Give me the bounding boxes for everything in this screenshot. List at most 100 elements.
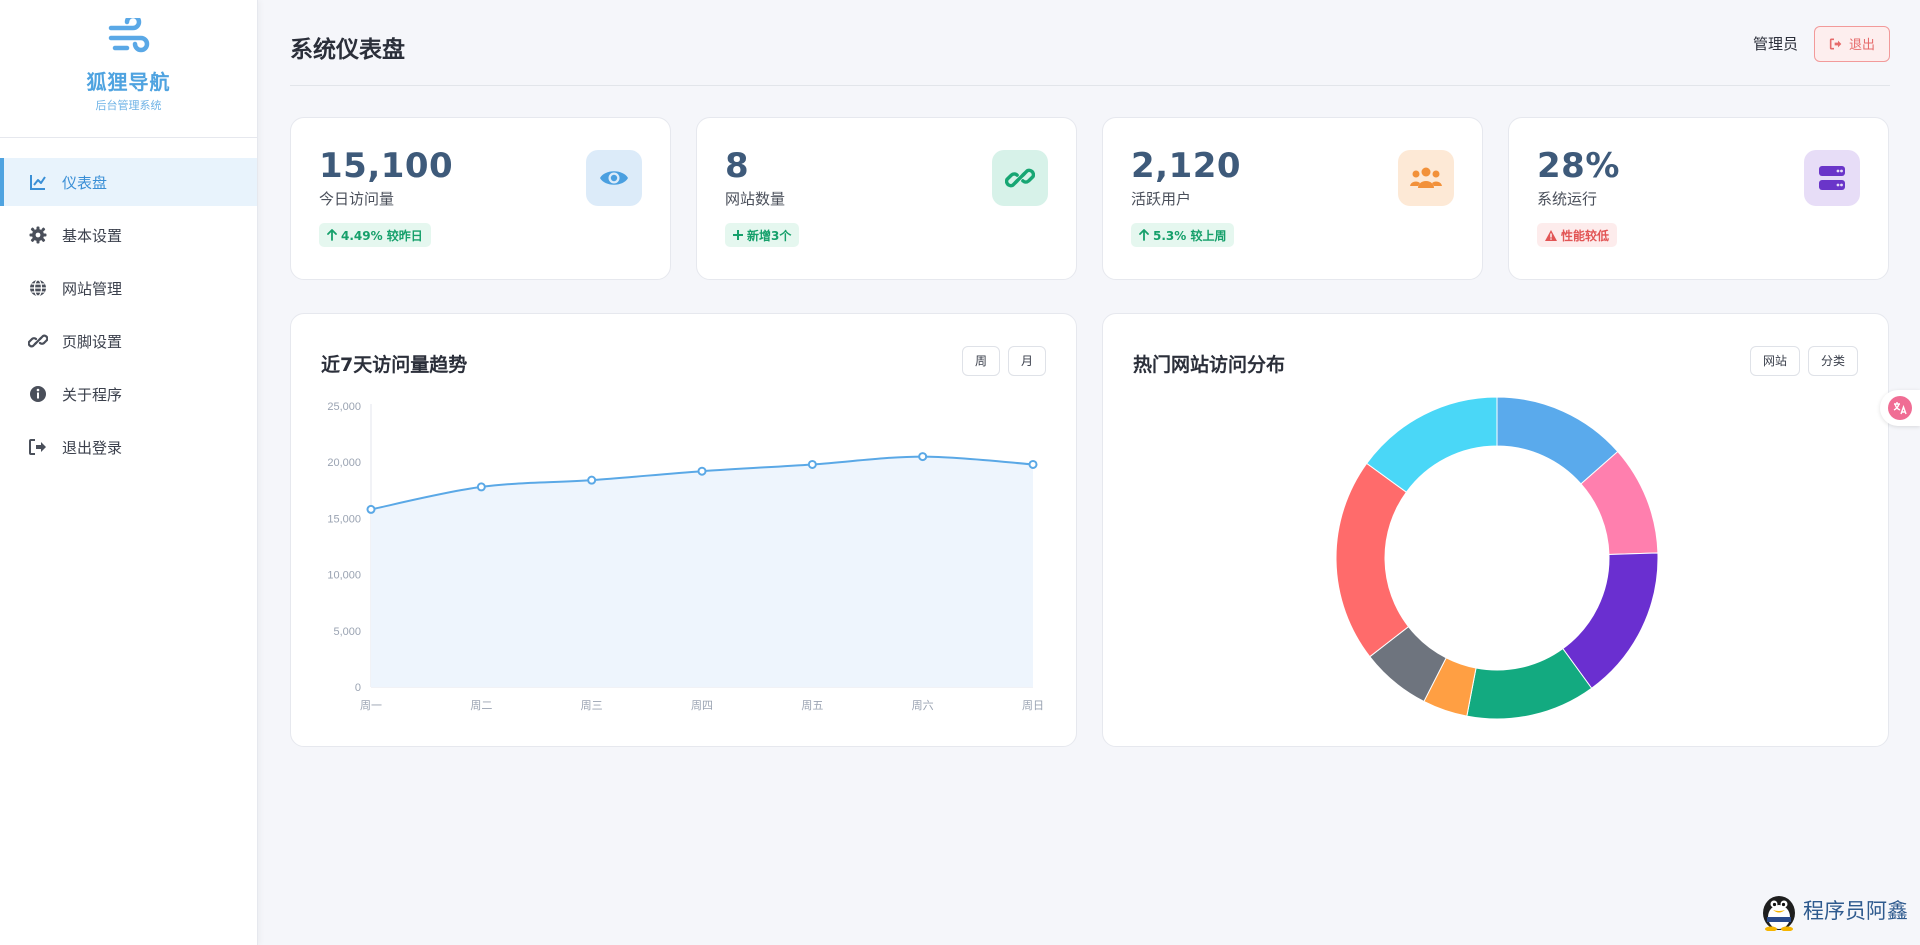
arrow-up-icon (1139, 229, 1149, 241)
group-toggle: 网站 分类 (1749, 345, 1858, 376)
stat-badge: 性能较低 (1537, 223, 1618, 247)
data-point (1028, 459, 1038, 469)
sidebar-item-label: 页脚设置 (62, 332, 123, 351)
stat-card-sites: 8 网站数量 新增3个 (696, 117, 1077, 280)
data-point (476, 482, 486, 492)
sidebar: 狐狸导航 后台管理系统 仪表盘 基本设置 网站管理 页脚设置 (0, 0, 258, 945)
chart-title: 近7天访问量趋势 (321, 354, 468, 376)
header-user-area: 管理员 退出 (1752, 25, 1890, 62)
current-user: 管理员 (1752, 35, 1798, 53)
pie-slice (1335, 462, 1410, 658)
stat-badge: 新增3个 (725, 223, 800, 247)
stat-badge-text: 性能较低 (1561, 228, 1610, 243)
gear-icon (28, 225, 48, 245)
line-chart: 0 5,000 10,000 15,000 20,000 25,000 周一 周二 周三 周四 周五… (327, 401, 1044, 712)
stat-icon-box (1804, 150, 1860, 206)
stat-value: 15,100 (319, 146, 454, 186)
range-week-button[interactable]: 周 (961, 345, 1000, 376)
chart-title: 热门网站访问分布 (1133, 354, 1286, 376)
wind-icon (108, 18, 149, 53)
stat-label: 系统运行 (1537, 190, 1598, 208)
chart-line-icon (28, 172, 48, 192)
link-icon (1005, 168, 1035, 188)
data-point (918, 452, 928, 462)
data-point (587, 475, 597, 485)
sidebar-item-label: 基本设置 (62, 226, 123, 245)
translate-icon (1888, 396, 1912, 420)
charts-row: 近7天访问量趋势 周 月 0 5,000 10,000 15,000 20,000 25,… (290, 313, 1890, 747)
data-point (697, 466, 707, 476)
sidebar-item-settings[interactable]: 基本设置 (0, 211, 257, 259)
stat-badge-text: 5.3% 较上周 (1153, 228, 1227, 243)
stats-row: 15,100 今日访问量 4.49% 较昨日 8 网站数量 新增3个 2,120… (290, 117, 1890, 280)
y-tick-label: 25,000 (327, 401, 361, 413)
server-icon (1819, 166, 1845, 190)
group-category-button[interactable]: 分类 (1807, 345, 1858, 376)
sidebar-menu: 仪表盘 基本设置 网站管理 页脚设置 关于程序 (0, 158, 257, 471)
stat-card-users: 2,120 活跃用户 5.3% 较上周 (1102, 117, 1483, 280)
y-tick-label: 5,000 (333, 626, 361, 638)
sidebar-item-label: 退出登录 (62, 438, 123, 457)
stat-value: 8 (725, 146, 750, 186)
x-tick-label: 周六 (912, 699, 934, 712)
arrow-up-icon (327, 229, 337, 241)
plus-icon (733, 230, 743, 240)
logout-button[interactable]: 退出 (1813, 25, 1890, 62)
sidebar-item-footer[interactable]: 页脚设置 (0, 317, 257, 365)
sidebar-item-label: 关于程序 (62, 385, 123, 404)
page-title: 系统仪表盘 (290, 36, 405, 63)
stat-value: 28% (1537, 146, 1620, 186)
y-tick-label: 10,000 (327, 570, 361, 582)
sidebar-item-sites[interactable]: 网站管理 (0, 264, 257, 312)
brand: 狐狸导航 后台管理系统 (0, 0, 257, 138)
sign-out-icon (1829, 38, 1843, 50)
chart-header: 热门网站访问分布 网站 分类 (1133, 344, 1858, 377)
penguin-icon (1763, 896, 1795, 931)
sidebar-item-about[interactable]: 关于程序 (0, 370, 257, 418)
donut-chart-card: 热门网站访问分布 网站 分类 (1102, 313, 1889, 747)
stat-icon-box (992, 150, 1048, 206)
donut-chart (1335, 396, 1659, 720)
stat-badge: 4.49% 较昨日 (319, 223, 431, 247)
y-tick-label: 20,000 (327, 457, 361, 469)
link-icon (28, 331, 48, 351)
data-point (366, 504, 376, 514)
chart-header: 近7天访问量趋势 周 月 (321, 344, 1046, 377)
globe-icon (28, 278, 48, 298)
main-content: 系统仪表盘 管理员 退出 15,100 今日访问量 4.49% 较昨日 8 (290, 0, 1890, 747)
stat-label: 活跃用户 (1131, 190, 1192, 208)
sidebar-item-label: 网站管理 (62, 279, 123, 298)
pie-slice (1366, 396, 1498, 493)
sidebar-item-dashboard[interactable]: 仪表盘 (0, 158, 257, 206)
x-tick-label: 周四 (691, 699, 713, 712)
sidebar-item-logout[interactable]: 退出登录 (0, 423, 257, 471)
logout-label: 退出 (1848, 37, 1875, 52)
info-icon (28, 384, 48, 404)
brand-subtitle: 后台管理系统 (95, 99, 162, 112)
x-tick-label: 周五 (801, 699, 823, 712)
area-fill (371, 456, 1033, 687)
line-chart-card: 近7天访问量趋势 周 月 0 5,000 10,000 15,000 20,000 25,… (290, 313, 1077, 747)
eye-icon (600, 171, 628, 185)
x-tick-label: 周一 (360, 699, 382, 712)
watermark-text: 程序员阿鑫 (1803, 899, 1908, 923)
y-tick-label: 0 (355, 682, 361, 694)
watermark: 程序员阿鑫 (1759, 889, 1908, 931)
stat-label: 今日访问量 (319, 190, 395, 208)
stat-badge-text: 新增3个 (747, 228, 792, 243)
stat-icon-box (1398, 150, 1454, 206)
warning-icon (1545, 229, 1557, 241)
y-tick-label: 15,000 (327, 513, 361, 525)
translate-bubble[interactable] (1880, 390, 1920, 426)
sign-out-icon (28, 437, 48, 457)
x-tick-label: 周二 (470, 699, 492, 712)
users-icon (1410, 167, 1442, 188)
group-site-button[interactable]: 网站 (1749, 345, 1800, 376)
range-month-button[interactable]: 月 (1007, 345, 1046, 376)
stat-card-system: 28% 系统运行 性能较低 (1508, 117, 1889, 280)
stat-badge: 5.3% 较上周 (1131, 223, 1235, 247)
sidebar-item-label: 仪表盘 (62, 173, 108, 192)
stat-icon-box (586, 150, 642, 206)
stat-card-visits: 15,100 今日访问量 4.49% 较昨日 (290, 117, 671, 280)
stat-label: 网站数量 (725, 190, 786, 208)
